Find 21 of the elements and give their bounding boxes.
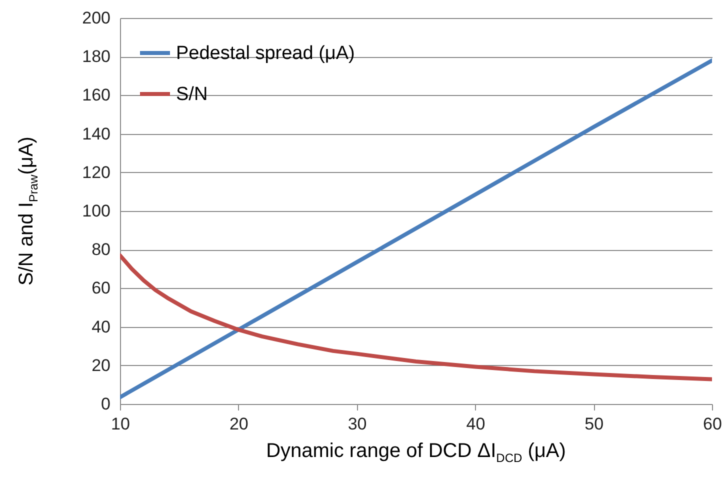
y-tick-label: 140 bbox=[82, 124, 110, 144]
y-tick-label: 0 bbox=[101, 394, 110, 414]
y-tick-label: 80 bbox=[92, 240, 110, 260]
y-tick-label: 160 bbox=[82, 86, 110, 105]
y-tick-label: 60 bbox=[92, 278, 110, 298]
y-tick-label: 20 bbox=[92, 356, 110, 375]
x-tick-label: 60 bbox=[703, 414, 722, 434]
y-tick-label: 120 bbox=[82, 162, 110, 182]
legend-label: Pedestal spread (μA) bbox=[176, 43, 355, 64]
x-tick-label: 20 bbox=[229, 414, 248, 434]
y-tick-label: 40 bbox=[92, 317, 110, 336]
y-tick-label: 100 bbox=[82, 202, 110, 220]
legend-label: S/N bbox=[176, 84, 208, 105]
x-tick-label: 10 bbox=[111, 414, 130, 434]
y-tick-label: 180 bbox=[82, 47, 110, 66]
line-series bbox=[120, 253, 712, 382]
y-tick-label: 200 bbox=[82, 8, 110, 28]
x-tick-label: 50 bbox=[584, 414, 604, 434]
x-tick-label: 30 bbox=[348, 414, 367, 434]
x-tick-label: 40 bbox=[466, 414, 486, 434]
x-axis-title: Dynamic range of DCD ΔI$_{DCD}$ (μA) bbox=[266, 440, 566, 465]
